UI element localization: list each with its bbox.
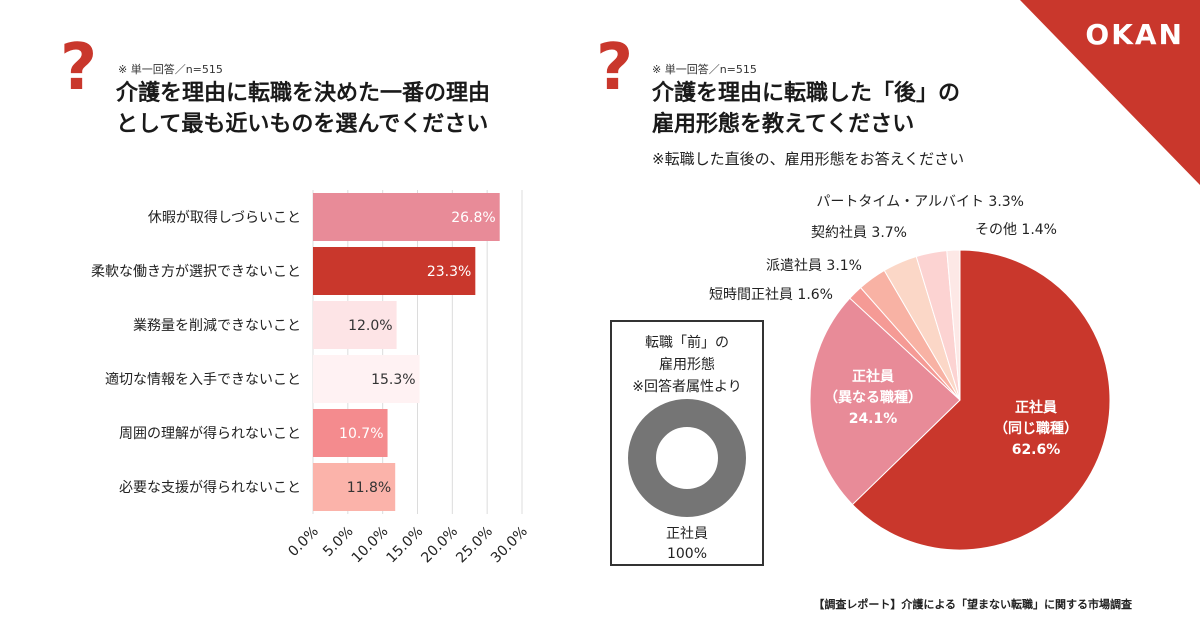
pie-slice: [809, 297, 961, 506]
bar: [313, 301, 397, 349]
footer-source: 【調査レポート】介護による「望まない転職」に関する市場調査: [813, 598, 1132, 611]
left-title-line1: 介護を理由に転職を決めた一番の理由: [116, 81, 491, 106]
donut-ring: [628, 399, 746, 517]
bar-category-label: 柔軟な働き方が選択できないこと: [91, 264, 301, 280]
bar-value-label: 10.7%: [339, 426, 383, 442]
pie-slice: [946, 249, 961, 401]
right-title: 介護を理由に転職した「後」の 雇用形態を教えてください: [652, 78, 960, 140]
bar-category-label: 業務量を削減できないこと: [133, 317, 301, 334]
right-note: ※ 単一回答／n=515: [652, 63, 757, 76]
bar-value-label: 15.3%: [371, 372, 415, 388]
before-box-caption: 正社員 100%: [612, 524, 762, 564]
before-box-caption-line2: 100%: [666, 546, 708, 562]
bar-value-label: 26.8%: [451, 210, 495, 226]
pie-external-label: その他 1.4%: [975, 222, 1057, 238]
pie-slice-label: （同じ職種）: [994, 420, 1078, 437]
pie-external-label: パートタイム・アルバイト 3.3%: [816, 194, 1024, 210]
pie-slice: [851, 249, 1111, 551]
right-subnote: ※転職した直後の、雇用形態をお答えください: [652, 150, 965, 168]
bar: [313, 409, 388, 457]
left-note: ※ 単一回答／n=515: [118, 63, 223, 76]
pie-slice-label: 62.6%: [1012, 442, 1061, 458]
bar: [313, 355, 420, 403]
bar: [313, 247, 476, 295]
pie-external-label: 派遣社員 3.1%: [766, 258, 862, 274]
bar: [313, 193, 500, 241]
bar-category-label: 必要な支援が得られないこと: [119, 479, 301, 496]
before-employment-box: 転職「前」の 雇用形態 ※回答者属性より 正社員 100%: [610, 320, 764, 566]
bar-value-label: 23.3%: [427, 264, 471, 280]
bar-value-label: 11.8%: [347, 480, 391, 496]
before-box-title: 転職「前」の 雇用形態 ※回答者属性より: [612, 332, 762, 398]
before-box-title-line2: 雇用形態: [659, 357, 715, 373]
before-box-caption-line1: 正社員: [666, 526, 708, 542]
corner-triangle: [1020, 0, 1200, 185]
bar-category-label: 適切な情報を入手できないこと: [105, 371, 301, 388]
pie-slice-label: （異なる職種）: [824, 389, 922, 406]
left-title: 介護を理由に転職を決めた一番の理由 として最も近いものを選んでください: [116, 78, 490, 140]
question-mark-icon: ?: [60, 31, 98, 105]
left-title-line2: として最も近いものを選んでください: [116, 112, 489, 137]
pie-slice-label: 正社員: [852, 368, 894, 385]
bar-value-label: 12.0%: [348, 318, 392, 334]
right-title-line1: 介護を理由に転職した「後」の: [652, 81, 961, 106]
bar-category-label: 休暇が取得しづらいこと: [148, 209, 301, 226]
brand-logo: OKAN: [1085, 18, 1184, 51]
bar-category-label: 周囲の理解が得られないこと: [119, 425, 301, 442]
right-title-line2: 雇用形態を教えてください: [652, 112, 915, 137]
bar: [313, 463, 396, 511]
pie-external-label: 短時間正社員 1.6%: [709, 287, 833, 303]
before-box-title-line3: ※回答者属性より: [632, 379, 742, 395]
before-box-title-line1: 転職「前」の: [645, 335, 729, 351]
donut-chart: [628, 399, 746, 517]
question-mark-icon: ?: [596, 31, 634, 105]
pie-external-label: 契約社員 3.7%: [811, 225, 907, 241]
pie-slice-label: 正社員: [1015, 399, 1057, 416]
pie-slice-label: 24.1%: [849, 411, 898, 427]
